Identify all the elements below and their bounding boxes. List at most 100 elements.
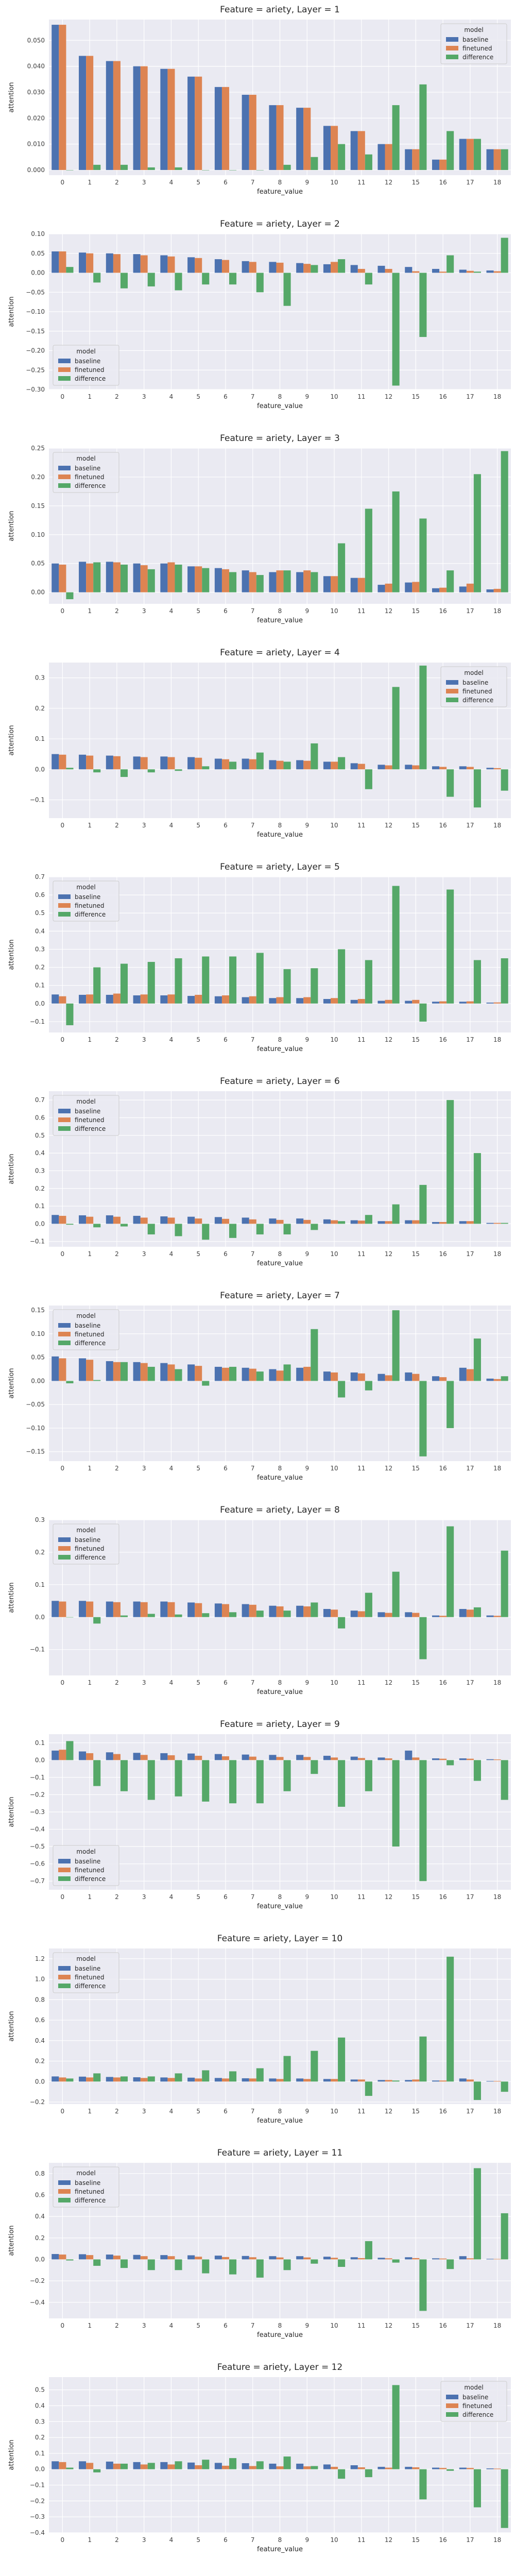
- bar-baseline: [160, 1601, 168, 1617]
- bar-baseline: [486, 768, 494, 770]
- y-tick-label: −0.6: [30, 1860, 45, 1868]
- bar-difference: [175, 564, 182, 592]
- x-tick-label: 7: [251, 179, 255, 186]
- bar-baseline: [106, 2255, 113, 2260]
- bar-finetuned: [86, 994, 94, 1004]
- bar-difference: [392, 1760, 400, 1847]
- x-tick-label: 0: [61, 1465, 65, 1472]
- bar-difference: [283, 2456, 291, 2469]
- bar-baseline: [377, 2467, 385, 2469]
- bar-finetuned: [221, 1218, 230, 1224]
- x-tick-label: 9: [305, 2322, 309, 2329]
- bar-difference: [256, 1611, 264, 1617]
- bar-difference: [283, 164, 291, 170]
- bar-baseline: [269, 998, 277, 1004]
- x-tick-label: 7: [251, 2536, 255, 2544]
- bar-finetuned: [303, 997, 311, 1004]
- bar-finetuned: [330, 126, 338, 170]
- bar-difference: [120, 1362, 128, 1381]
- x-tick-label: 12: [385, 393, 392, 400]
- bar-difference: [365, 769, 372, 789]
- x-tick-label: 18: [493, 822, 501, 829]
- x-tick-label: 3: [142, 2536, 146, 2544]
- bar-difference: [283, 1760, 291, 1791]
- bar-baseline: [323, 264, 331, 273]
- x-tick-label: 0: [61, 393, 65, 400]
- x-tick-label: 3: [142, 607, 146, 615]
- bar-finetuned: [140, 255, 148, 273]
- legend-swatch-finetuned: [58, 2189, 71, 2194]
- legend-label-difference: difference: [462, 2411, 493, 2418]
- bar-difference: [120, 564, 128, 592]
- bar-finetuned: [140, 994, 148, 1004]
- bar-baseline: [377, 265, 385, 273]
- bar-difference: [175, 1369, 182, 1381]
- bar-baseline: [296, 572, 304, 592]
- bar-finetuned: [330, 2467, 338, 2469]
- bar-finetuned: [493, 1223, 501, 1224]
- bar-difference: [419, 84, 427, 170]
- bar-difference: [256, 1224, 264, 1234]
- bar-finetuned: [140, 2256, 148, 2260]
- bar-finetuned: [357, 268, 365, 273]
- legend-box: [53, 1845, 119, 1886]
- x-tick-label: 5: [196, 2108, 200, 2115]
- bar-baseline: [486, 1223, 494, 1224]
- legend-box: [440, 2381, 507, 2422]
- bar-baseline: [350, 1220, 358, 1224]
- x-tick-label: 16: [439, 1250, 447, 1258]
- bar-finetuned: [140, 2464, 148, 2469]
- x-tick-label: 15: [412, 2322, 420, 2329]
- bar-difference: [202, 568, 210, 592]
- legend-label-difference: difference: [75, 2197, 106, 2204]
- bar-difference: [338, 949, 346, 1004]
- bar-difference: [202, 170, 210, 171]
- x-tick-label: 16: [439, 1893, 447, 1901]
- x-tick-label: 18: [493, 1465, 501, 1472]
- legend-swatch-baseline: [58, 1109, 71, 1113]
- y-tick-label: 0.10: [31, 1330, 45, 1337]
- chart-svg: Feature = ariety, Layer = 9 −0.7 −0.6 −0.5 −…: [8, 1719, 511, 1910]
- y-axis-label: attention: [8, 511, 15, 541]
- bar-baseline: [350, 265, 358, 273]
- bar-baseline: [187, 1602, 195, 1617]
- bar-difference: [175, 2073, 182, 2082]
- bar-baseline: [432, 1222, 440, 1224]
- x-tick-label: 0: [61, 1036, 65, 1043]
- chart-panel: Feature = ariety, Layer = 2 −0.30 −0.25 −0.…: [0, 214, 515, 429]
- bar-finetuned: [113, 756, 121, 770]
- bar-finetuned: [59, 1215, 66, 1224]
- bar-finetuned: [385, 583, 392, 592]
- bar-finetuned: [412, 1613, 420, 1617]
- x-tick-label: 18: [493, 1679, 501, 1686]
- y-tick-label: 0.3: [35, 674, 45, 682]
- bar-baseline: [269, 2078, 277, 2082]
- chart-title: Feature = ariety, Layer = 8: [220, 1505, 340, 1515]
- x-tick-label: 17: [466, 1036, 474, 1043]
- bar-baseline: [269, 572, 277, 592]
- bar-baseline: [133, 1753, 141, 1760]
- x-tick-label: 1: [88, 179, 92, 186]
- bar-finetuned: [439, 272, 447, 273]
- x-tick-label: 4: [169, 1250, 174, 1258]
- bar-baseline: [133, 563, 141, 592]
- y-tick-label: −0.05: [26, 289, 45, 296]
- x-tick-label: 0: [61, 1893, 65, 1901]
- bar-difference: [93, 1760, 101, 1786]
- x-tick-label: 0: [61, 607, 65, 615]
- legend-label-difference: difference: [462, 54, 493, 61]
- x-tick-label: 11: [357, 2108, 365, 2115]
- bar-baseline: [79, 754, 87, 770]
- bar-finetuned: [59, 1750, 66, 1760]
- bar-difference: [175, 1224, 182, 1236]
- bar-difference: [473, 272, 481, 273]
- bar-baseline: [459, 766, 467, 770]
- bar-finetuned: [249, 996, 256, 1004]
- x-tick-label: 15: [412, 1036, 420, 1043]
- bar-baseline: [106, 2461, 113, 2469]
- bar-difference: [283, 969, 291, 1004]
- bar-baseline: [296, 1755, 304, 1760]
- bar-difference: [66, 1381, 74, 1383]
- bar-difference: [175, 2259, 182, 2270]
- bar-baseline: [106, 755, 113, 770]
